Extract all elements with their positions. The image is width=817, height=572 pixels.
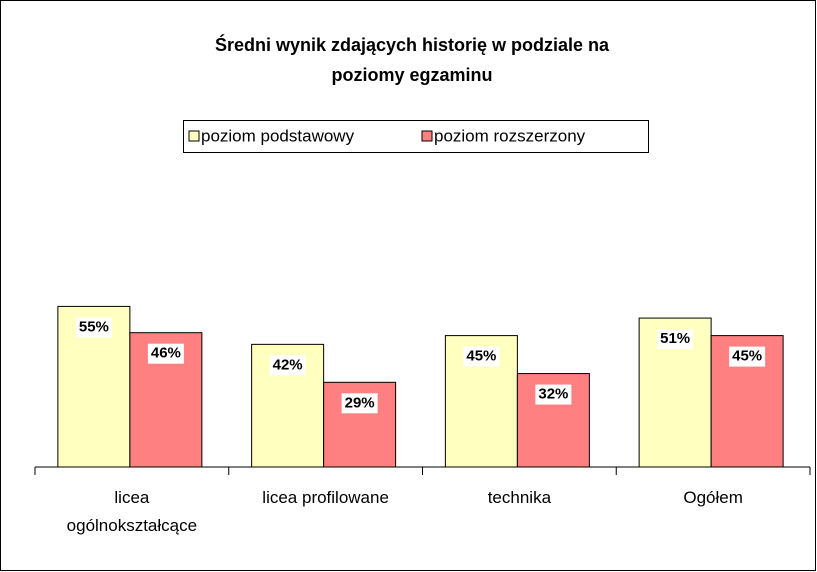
x-tick-label: Ogółem xyxy=(683,488,743,507)
value-label: 29% xyxy=(345,394,375,411)
legend-label: poziom rozszerzony xyxy=(434,126,586,145)
x-tick-label: licea profilowane xyxy=(262,488,389,507)
value-label: 51% xyxy=(660,330,690,347)
legend-swatch xyxy=(188,130,200,142)
value-label-bg xyxy=(75,317,112,338)
value-label: 42% xyxy=(273,356,303,373)
value-label-bg xyxy=(463,346,500,367)
value-label: 46% xyxy=(151,345,181,362)
legend-label: poziom podstawowy xyxy=(201,126,355,145)
value-label-bg xyxy=(657,329,694,350)
value-label: 45% xyxy=(732,348,762,365)
value-label-bg xyxy=(269,355,306,376)
value-label: 45% xyxy=(466,348,496,365)
value-label: 55% xyxy=(79,318,109,335)
x-tick-label: technika xyxy=(487,488,552,507)
legend-box xyxy=(183,120,649,153)
value-label-bg xyxy=(341,393,378,414)
value-label-bg xyxy=(535,384,572,405)
chart-title: Średni wynik zdających historię w podzia… xyxy=(214,35,610,85)
legend-swatch xyxy=(421,130,433,142)
x-tick-label: licea ogólnokształcące xyxy=(66,488,198,535)
value-label: 32% xyxy=(538,386,568,403)
value-label-bg xyxy=(729,346,766,367)
value-label-bg xyxy=(147,343,184,364)
